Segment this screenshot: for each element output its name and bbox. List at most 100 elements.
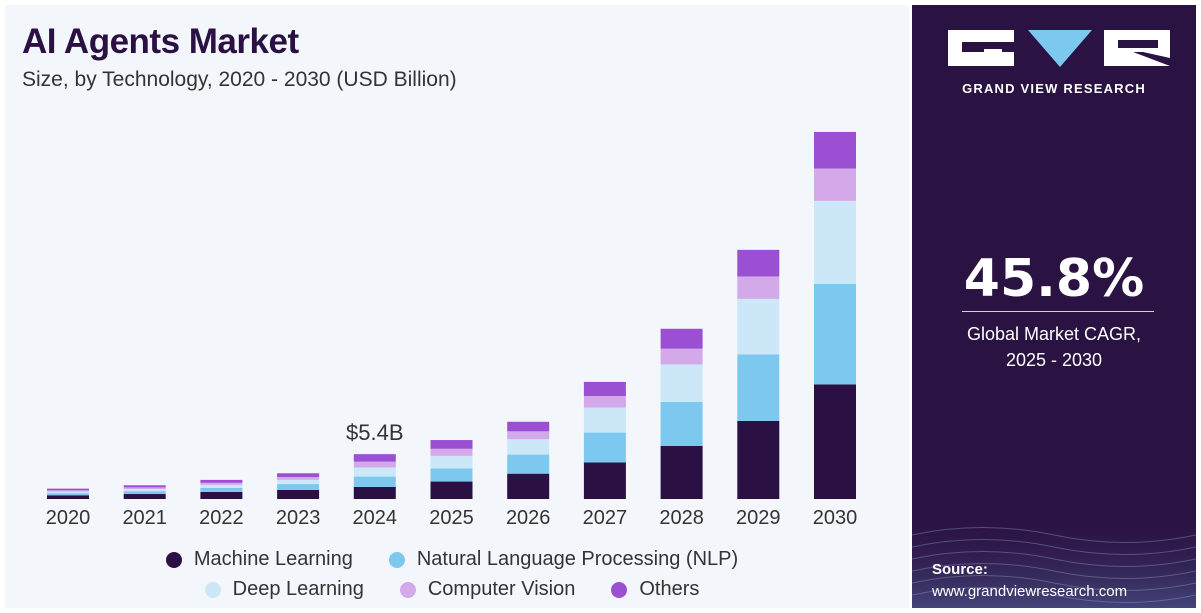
x-tick-label-2030: 2030 (813, 507, 858, 529)
x-tick-label-2020: 2020 (46, 507, 91, 529)
logo-letter-v (1028, 30, 1092, 67)
bar-2025-machine-learning (430, 481, 473, 499)
bar-2021-natural-language-processing-nlp (123, 491, 166, 495)
stacked-bar-chart: 2020 2021 2022 2023 2024 2025 2026 2027 2028 2029… (46, 131, 858, 529)
bar-2024-deep-learning (353, 467, 396, 477)
legend-swatch-computer-vision (399, 581, 416, 598)
bar-2026-computer-vision (507, 431, 550, 440)
legend-label-computer-vision: Computer Vision (427, 578, 576, 600)
bar-2024-computer-vision (353, 461, 396, 468)
bar-2021-others (123, 485, 166, 488)
bar-2029-computer-vision (737, 276, 780, 299)
x-tick-label-2029: 2029 (736, 507, 781, 529)
legend-label-others: Others (639, 578, 700, 600)
legend-item-computer-vision: Computer Vision (399, 578, 576, 601)
legend-row-2: Deep Learning Computer Vision Others (0, 578, 904, 601)
legend-item-machine-learning: Machine Learning (165, 548, 353, 571)
bar-2025-deep-learning (430, 455, 473, 469)
bar-2027-computer-vision (583, 396, 626, 408)
bar-2030-deep-learning (814, 200, 856, 284)
bar-2024-others (353, 454, 396, 462)
bar-2029-deep-learning (737, 298, 780, 355)
x-tick-label-2024: 2024 (353, 507, 398, 529)
annotation-2024: $5.4B (346, 420, 404, 445)
legend-label-machine-learning: Machine Learning (193, 548, 353, 570)
x-tick-label-2025: 2025 (429, 507, 474, 529)
bar-2027-natural-language-processing-nlp (583, 432, 626, 463)
legend-swatch-deep-learning (204, 581, 221, 598)
legend-swatch-machine-learning (165, 551, 182, 568)
bar-2027-machine-learning (583, 462, 626, 499)
x-tick-label-2028: 2028 (659, 507, 704, 529)
bar-2020-computer-vision (47, 490, 89, 492)
bar-2026-deep-learning (507, 439, 550, 455)
legend-swatch-others (611, 581, 628, 598)
cagr-value: 45.8% (963, 249, 1145, 309)
bar-2024-machine-learning (353, 486, 396, 499)
bar-2026-machine-learning (507, 473, 550, 499)
bar-2025-natural-language-processing-nlp (430, 468, 473, 482)
bar-2028-deep-learning (660, 364, 703, 402)
x-tick-label-2027: 2027 (583, 507, 628, 529)
decorative-wave-pattern (912, 505, 1196, 608)
bar-2028-computer-vision (660, 348, 703, 365)
bar-2028-others (660, 328, 703, 349)
bar-2025-others (430, 440, 473, 449)
bar-2022-others (200, 479, 243, 483)
x-tick-label-2022: 2022 (199, 507, 244, 529)
bar-2020-natural-language-processing-nlp (47, 493, 89, 496)
cagr-label-line-1: Global Market CAGR, (966, 324, 1142, 344)
bar-2021-deep-learning (123, 489, 166, 492)
cagr-label: Global Market CAGR, 2025 - 2030 (912, 321, 1196, 373)
bar-2022-deep-learning (200, 484, 243, 488)
legend-label-nlp: Natural Language Processing (NLP) (416, 548, 739, 570)
bar-2023-natural-language-processing-nlp (277, 484, 320, 490)
bar-2029-others (737, 249, 780, 277)
bar-2024-natural-language-processing-nlp (353, 476, 396, 487)
logo-letter-g (948, 30, 1014, 66)
legend-label-deep-learning: Deep Learning (232, 578, 364, 600)
bar-2030-computer-vision (814, 168, 856, 201)
logo-letter-r (1104, 30, 1170, 66)
cagr-divider (962, 311, 1154, 312)
bar-2028-natural-language-processing-nlp (660, 401, 703, 446)
bar-2030-machine-learning (814, 384, 856, 499)
bar-2026-others (507, 421, 550, 432)
bar-2023-computer-vision (277, 476, 320, 480)
cagr-label-line-2: 2025 - 2030 (1005, 350, 1103, 370)
bar-2029-natural-language-processing-nlp (737, 354, 780, 421)
bar-2021-machine-learning (123, 494, 166, 499)
source-label: Source: (932, 561, 988, 578)
x-tick-label-2023: 2023 (276, 507, 321, 529)
legend-item-others: Others (611, 578, 699, 601)
legend-item-nlp: Natural Language Processing (NLP) (388, 548, 739, 571)
bar-2023-machine-learning (277, 489, 320, 499)
bar-2028-machine-learning (660, 445, 703, 499)
chart-title: AI Agents Market (22, 22, 299, 61)
grand-view-research-logo (948, 30, 1170, 67)
bar-2027-others (583, 381, 626, 397)
bar-2023-others (277, 473, 320, 477)
bar-2022-computer-vision (200, 482, 243, 485)
bar-2022-machine-learning (200, 491, 243, 499)
legend-item-deep-learning: Deep Learning (204, 578, 364, 601)
bar-2020-machine-learning (47, 495, 89, 499)
bar-2022-natural-language-processing-nlp (200, 487, 243, 492)
bar-2020-deep-learning (47, 491, 89, 494)
chart-subtitle: Size, by Technology, 2020 - 2030 (USD Bi… (22, 68, 457, 91)
source-url: www.grandviewresearch.com (932, 583, 1128, 600)
legend-row-1: Machine Learning Natural Language Proces… (0, 548, 904, 571)
bar-2029-machine-learning (737, 420, 780, 499)
bar-2020-others (47, 488, 89, 491)
bar-2030-others (814, 131, 856, 169)
bar-2025-computer-vision (430, 448, 473, 456)
bar-2021-computer-vision (123, 487, 166, 490)
bar-2026-natural-language-processing-nlp (507, 454, 550, 474)
bar-2027-deep-learning (583, 407, 626, 433)
x-tick-label-2026: 2026 (506, 507, 551, 529)
brand-name: GRAND VIEW RESEARCH (962, 81, 1146, 96)
bar-2023-deep-learning (277, 479, 320, 485)
bar-2030-natural-language-processing-nlp (814, 283, 856, 385)
legend-swatch-nlp (388, 551, 405, 568)
brand-sidebar: GRAND VIEW RESEARCH 45.8% Global Market … (912, 5, 1196, 608)
